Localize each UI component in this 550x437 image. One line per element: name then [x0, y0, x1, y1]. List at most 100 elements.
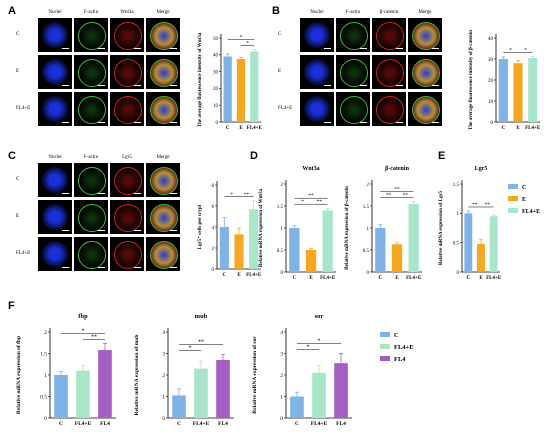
bar [216, 359, 230, 418]
condition-row-label: FL4+E [16, 106, 31, 111]
scale-bar [134, 48, 141, 49]
organoid-shape [412, 59, 440, 87]
y-tick-label: 10 [213, 104, 219, 109]
micrograph-image [38, 18, 72, 52]
bar [498, 59, 508, 122]
organoid-shape [114, 204, 142, 232]
micrograph-image [74, 237, 108, 271]
micrograph-image [146, 55, 180, 89]
scale-bar [134, 85, 141, 86]
significance-label: * [240, 34, 243, 40]
micrograph-image [300, 55, 334, 89]
significance-label: ** [403, 193, 409, 199]
y-tick-label: 0.5 [277, 249, 284, 254]
micrograph-image [38, 163, 72, 197]
x-tick-label: C [379, 276, 383, 281]
bar [194, 368, 208, 418]
condition-row-label: FL4+E [278, 106, 293, 111]
condition-row-label: E [16, 69, 20, 74]
x-tick-label: C [59, 421, 63, 427]
scale-bar [324, 122, 331, 123]
x-tick-label: FL4+E [486, 276, 502, 281]
scale-bar [396, 85, 403, 86]
x-tick-label: C [295, 421, 299, 427]
y-tick-label: 2 [212, 247, 215, 252]
x-tick-label: FL4 [100, 421, 110, 427]
y-tick-label: 0 [44, 416, 47, 422]
bar [290, 396, 304, 418]
organoid-shape [150, 59, 178, 87]
chart-e-lgr5-mrna: Lgr5 Relative mRNA expression of Lgr5 0 0.5… [439, 166, 540, 281]
significance-label: * [524, 47, 527, 53]
channel-header: F-actin [345, 10, 361, 15]
x-tick-label: FL4+E [246, 273, 262, 278]
micrograph-image [408, 92, 442, 126]
panel-letter-a: A [8, 5, 16, 17]
x-tick-label: FL4+E [525, 126, 541, 131]
y-axis-label: Relative mRNA expression of β-catenin [345, 186, 350, 270]
y-axis-label: The average fluorescence intensity of Wn… [198, 32, 203, 127]
micrograph-image [110, 92, 144, 126]
channel-header: Merge [156, 155, 170, 160]
organoid-shape [340, 22, 368, 50]
x-tick-label: E [395, 276, 399, 281]
chart-title: Lgr5 [475, 166, 488, 172]
y-tick-label: 4 [212, 226, 215, 231]
y-tick-label: 2 [367, 183, 370, 188]
scale-bar [170, 85, 177, 86]
x-tick-label: E [516, 126, 520, 131]
micrograph-image [146, 200, 180, 234]
scale-bar [170, 122, 177, 123]
legend-label: FL4+E [522, 209, 540, 215]
y-axis-label: Lgr5⁺ cells per crypt [197, 204, 203, 249]
bar [375, 228, 386, 272]
x-tick-label: FL4 [336, 421, 346, 427]
bar [223, 56, 232, 123]
organoid-shape [78, 96, 106, 124]
chart-f-mub-mrna: mub Relative mRNA expression of mub 0 1 2 3 4 C… [134, 313, 234, 427]
y-tick-label: 1.5 [453, 183, 460, 188]
bar [172, 395, 186, 418]
y-tick-label: 0 [216, 121, 219, 126]
y-tick-label: 1 [44, 373, 47, 379]
y-tick-label: 1 [280, 394, 283, 400]
channel-header: Nuclei [48, 10, 62, 15]
legend-swatch [508, 208, 518, 213]
organoid-shape [114, 59, 142, 87]
organoid-shape [78, 241, 106, 269]
y-tick-label: 1.5 [40, 351, 47, 357]
y-tick-label: 40 [488, 37, 494, 42]
y-tick-label: 0.5 [40, 394, 47, 400]
significance-label: ** [386, 193, 392, 199]
significance-label: ** [394, 187, 400, 193]
chart-title: sor [315, 313, 324, 320]
scale-bar [98, 48, 105, 49]
organoid-shape [150, 241, 178, 269]
bar [489, 216, 498, 272]
channel-header: Merge [418, 10, 432, 15]
micrograph-image [110, 18, 144, 52]
bar [250, 51, 259, 122]
y-tick-label: 1 [162, 394, 165, 400]
micrograph-image [372, 18, 406, 52]
y-tick-label: 50 [213, 37, 219, 42]
x-tick-label: FL4+E [320, 276, 336, 281]
scale-bar [170, 230, 177, 231]
legend-label: FL4+E [394, 344, 414, 351]
scale-bar [432, 48, 439, 49]
bar [391, 244, 403, 272]
legend-swatch [380, 332, 390, 337]
micrograph-image [372, 55, 406, 89]
organoid-shape [150, 167, 178, 195]
y-tick-label: 1 [367, 227, 370, 232]
chart-d-wnt3a-mrna: Wnt3a Relative mRNA expression of Wnt3a 0 0… [259, 166, 336, 281]
significance-label: * [318, 339, 321, 345]
y-tick-label: 4 [162, 330, 165, 336]
micrograph-image [146, 237, 180, 271]
organoid-shape [412, 22, 440, 50]
bar [334, 363, 348, 418]
significance-label: ** [91, 335, 97, 341]
chart-f-fbp-mrna: fbp Relative mRNA expression of fbp 0 0.5 1 1… [16, 313, 116, 427]
condition-row-label: C [278, 32, 282, 37]
